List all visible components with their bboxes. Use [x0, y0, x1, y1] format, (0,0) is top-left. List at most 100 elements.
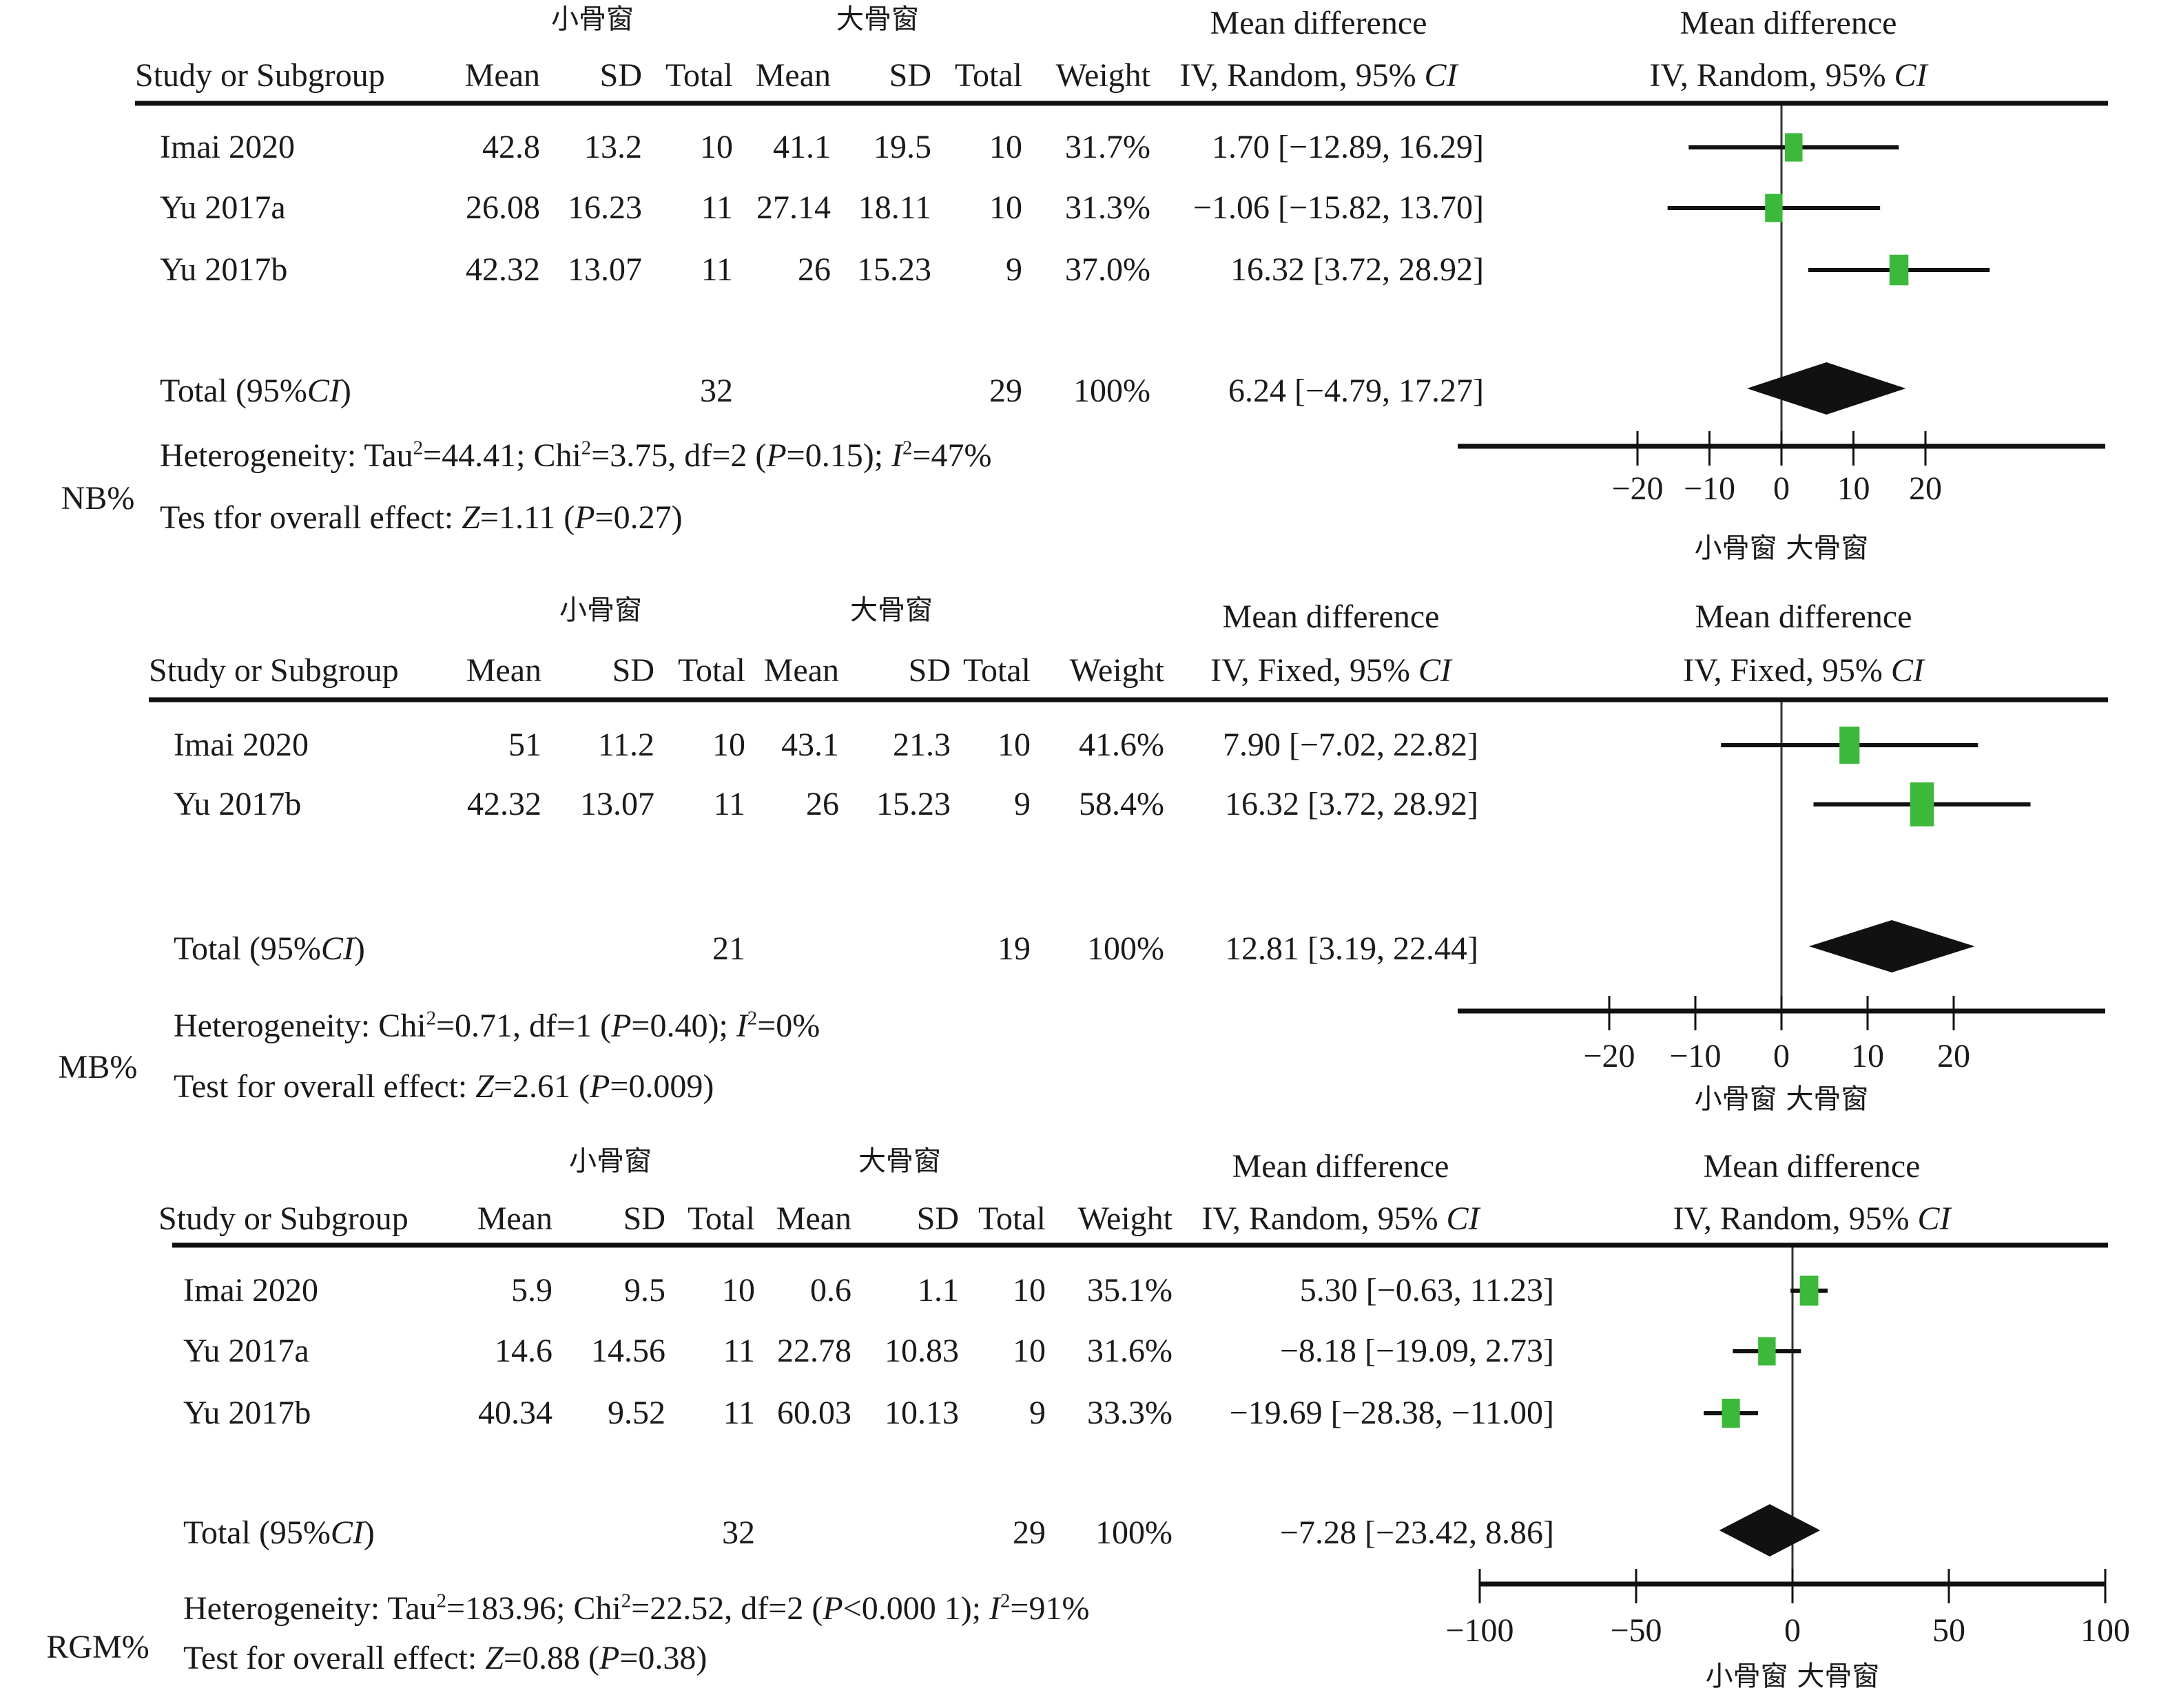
md-column-title: Mean difference: [1210, 5, 1427, 41]
text-fragment: Chi: [378, 1008, 426, 1044]
text-fragment: =0.27): [595, 499, 683, 536]
total-weight: 100%: [1087, 930, 1164, 967]
heterogeneity-stats: Heterogeneity: Tau2=183.96; Chi2=22.52, …: [183, 1590, 1089, 1627]
header-rule: [149, 697, 2108, 702]
cell-md-ci: 7.90 [−7.02, 22.82]: [1222, 727, 1478, 763]
group-header-large-window: 大骨窗: [836, 3, 919, 35]
cell-sd-small: 9.5: [624, 1272, 665, 1309]
total-md-ci: 12.81 [3.19, 22.44]: [1225, 930, 1478, 967]
x-tick-label: −20: [1583, 1038, 1635, 1074]
header-rule: [172, 1242, 2108, 1248]
header-mean-small: Mean: [477, 1200, 552, 1237]
cell-weight: 58.4%: [1079, 786, 1164, 822]
header-study: Study or Subgroup: [158, 1200, 409, 1237]
plot-column-title: Mean difference: [1703, 1148, 1921, 1185]
cell-sd-small: 9.52: [608, 1395, 665, 1431]
cell-mean-small: 14.6: [495, 1333, 552, 1369]
header-total-small: Total: [688, 1200, 755, 1237]
group-header-large-window: 大骨窗: [858, 1145, 941, 1177]
study-name: Imai 2020: [174, 727, 309, 763]
x-tick-label: −20: [1611, 470, 1664, 507]
x-tick-label: 10: [1851, 1038, 1884, 1074]
text-fragment: I: [891, 437, 903, 474]
text-fragment: P: [766, 437, 787, 474]
cell-sd-small: 13.2: [584, 129, 642, 165]
cell-total-large: 10: [989, 189, 1022, 226]
header-md-method: IV, Fixed, 95% CI: [1210, 654, 1451, 687]
cell-mean-large: 43.1: [781, 727, 839, 763]
cell-md-ci: 1.70 [−12.89, 16.29]: [1211, 129, 1484, 165]
text-fragment: Total (95%: [183, 1514, 331, 1551]
cell-total-small: 11: [701, 189, 733, 226]
cell-total-small: 10: [722, 1272, 755, 1309]
cell-mean-large: 0.6: [810, 1272, 851, 1309]
x-tick-label: 20: [1937, 1038, 1970, 1074]
header-weight: Weight: [1077, 1200, 1172, 1237]
header-mean-small: Mean: [466, 652, 541, 689]
text-fragment: =0%: [757, 1008, 820, 1044]
cell-total-small: 11: [713, 786, 745, 822]
header-total-large: Total: [978, 1200, 1046, 1237]
total-n-small: 32: [700, 373, 733, 409]
cell-mean-small: 51: [508, 727, 541, 763]
cell-mean-large: 41.1: [773, 129, 831, 165]
text-fragment: I: [989, 1590, 1001, 1627]
cell-mean-small: 42.32: [466, 251, 540, 288]
pooled-effect-diamond: [1808, 920, 1975, 972]
text-fragment: CI: [1890, 652, 1924, 689]
study-effect-square: [1722, 1398, 1740, 1428]
text-fragment: =2.61 (: [493, 1068, 590, 1105]
header-study: Study or Subgroup: [149, 652, 399, 689]
text-fragment: Tes tfor overall effect:: [160, 499, 462, 536]
cell-mean-small: 5.9: [511, 1272, 552, 1309]
text-fragment: IV, Random, 95%: [1649, 57, 1894, 94]
plot-column-title: Mean difference: [1695, 598, 1912, 635]
cell-sd-small: 16.23: [568, 189, 642, 226]
text-fragment: P: [611, 1008, 632, 1044]
text-fragment: CI: [1418, 652, 1451, 689]
text-fragment: IV, Random, 95%: [1179, 57, 1425, 94]
header-rule: [135, 101, 2108, 106]
cell-sd-small: 14.56: [591, 1333, 665, 1369]
text-fragment: CI: [307, 373, 340, 409]
text-fragment: =0.009): [610, 1068, 714, 1105]
x-axis-label: 小骨窗 大骨窗: [1694, 1083, 1869, 1115]
study-effect-square: [1758, 1337, 1776, 1366]
text-fragment: =22.52, df=2 (: [631, 1590, 823, 1627]
cell-mean-small: 40.34: [478, 1395, 552, 1431]
cell-sd-large: 10.83: [885, 1333, 959, 1369]
text-fragment: ): [363, 1514, 375, 1551]
text-fragment: CI: [330, 1514, 364, 1551]
header-sd-large: SD: [916, 1200, 959, 1237]
md-column-title: Mean difference: [1232, 1148, 1449, 1185]
cell-total-small: 10: [700, 129, 733, 165]
cell-md-ci: 5.30 [−0.63, 11.23]: [1299, 1272, 1554, 1309]
cell-total-small: 10: [712, 727, 745, 763]
text-fragment: 2: [902, 437, 913, 459]
header-plot-method: IV, Fixed, 95% CI: [1683, 654, 1924, 687]
header-plot-method: IV, Random, 95% CI: [1673, 1202, 1950, 1236]
heterogeneity-stats: Heterogeneity: Chi2=0.71, df=1 (P=0.40);…: [174, 1008, 820, 1044]
study-name: Yu 2017a: [183, 1333, 309, 1369]
cell-total-large: 10: [1013, 1272, 1046, 1309]
text-fragment: I: [736, 1008, 747, 1044]
cell-weight: 37.0%: [1065, 251, 1150, 288]
study-name: Yu 2017b: [160, 251, 288, 288]
study-name: Yu 2017b: [174, 786, 302, 822]
plot-column-title: Mean difference: [1680, 5, 1897, 41]
cell-sd-small: 13.07: [568, 251, 642, 288]
text-fragment: Total (95%: [174, 930, 321, 967]
text-fragment: =47%: [912, 437, 992, 474]
x-tick-label: 0: [1773, 470, 1790, 507]
text-fragment: =0.15);: [786, 437, 892, 474]
text-fragment: CI: [320, 930, 354, 967]
study-effect-square: [1785, 133, 1803, 162]
study-name: Imai 2020: [183, 1272, 318, 1309]
header-mean-small: Mean: [464, 57, 540, 94]
header-mean-large: Mean: [776, 1200, 851, 1237]
study-name: Yu 2017a: [160, 189, 286, 226]
cell-sd-large: 1.1: [918, 1272, 959, 1309]
text-fragment: Heterogeneity:: [174, 1008, 379, 1044]
text-fragment: =0.71, df=1 (: [435, 1008, 612, 1044]
cell-sd-large: 10.13: [885, 1395, 959, 1431]
